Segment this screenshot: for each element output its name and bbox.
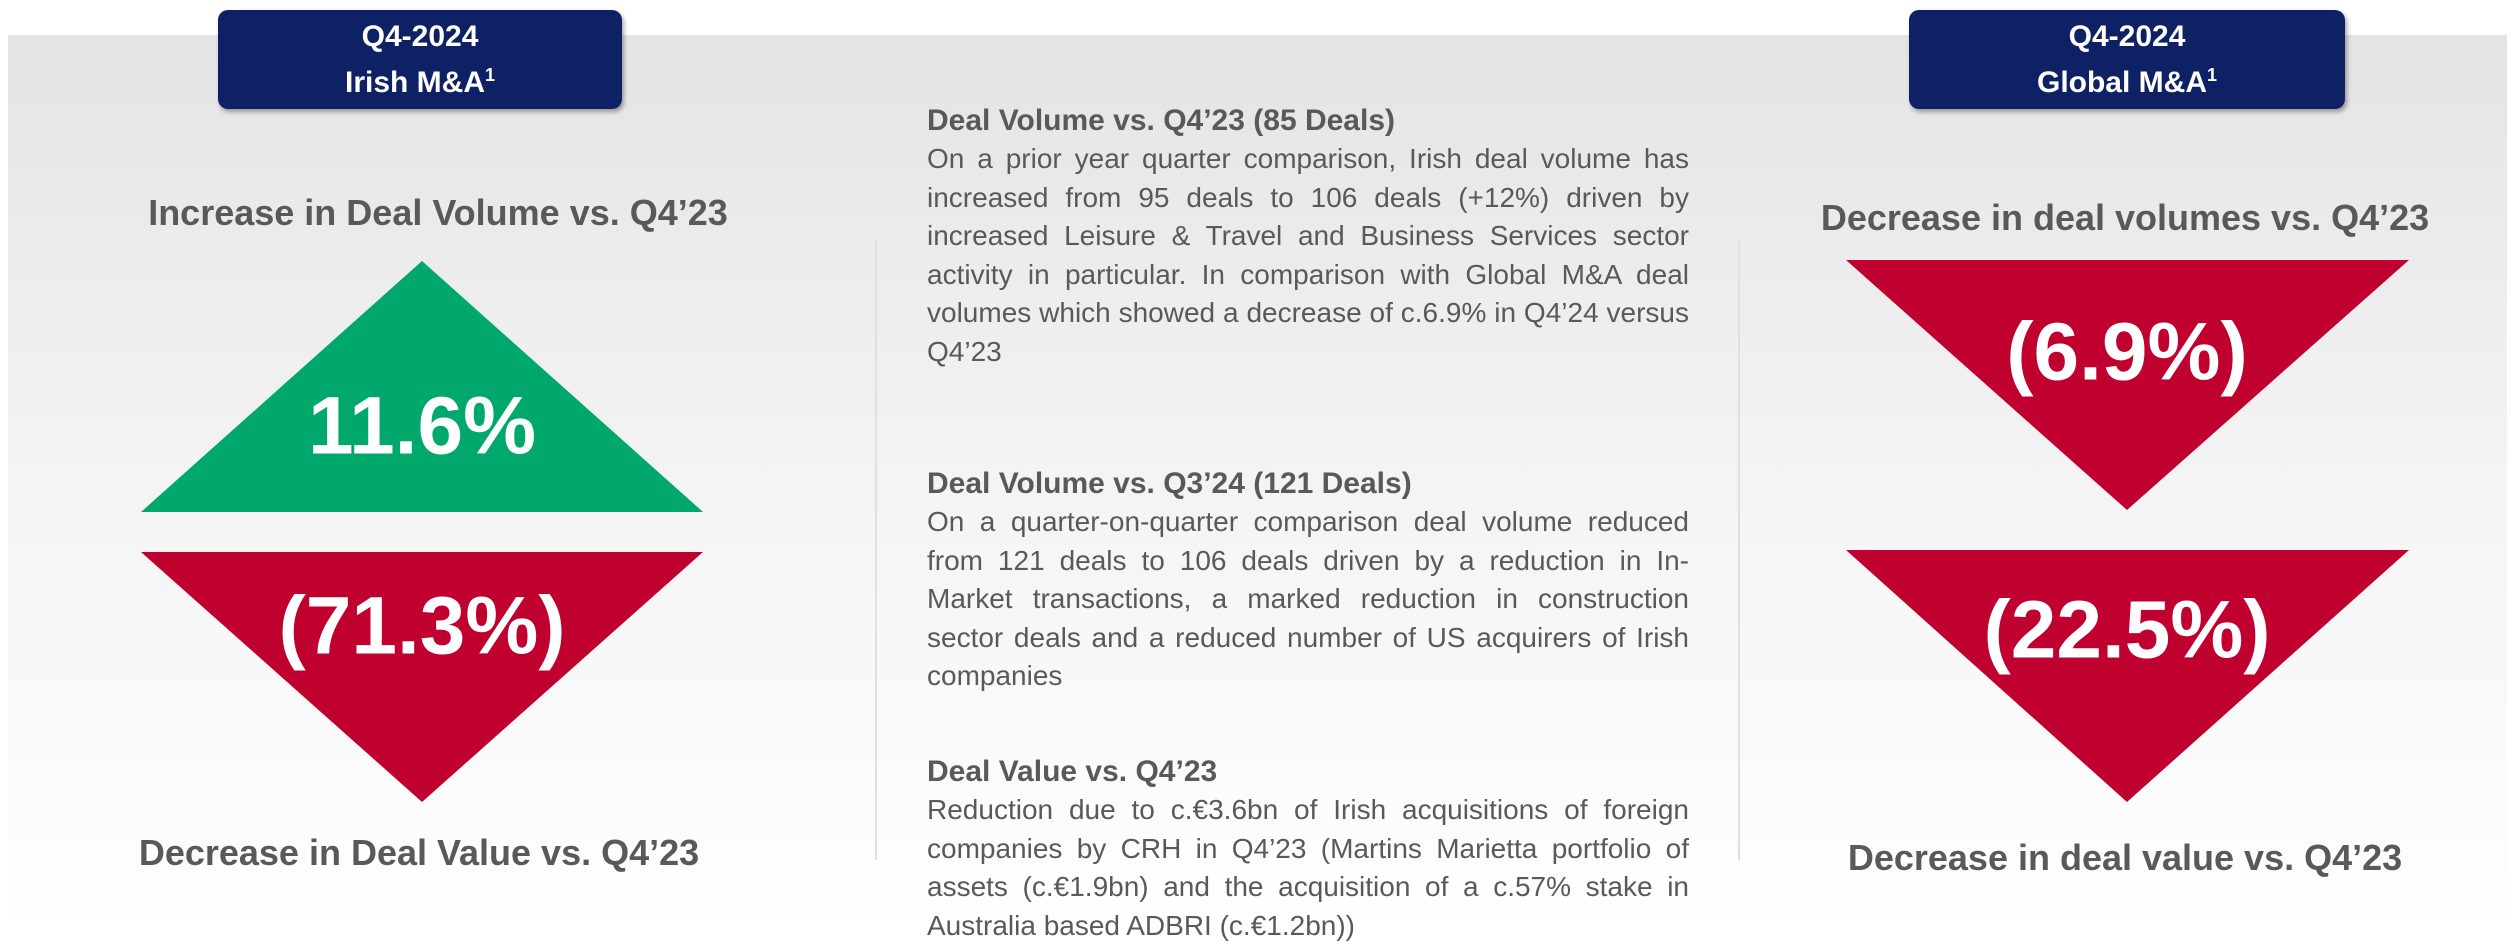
section-body: Reduction due to c.€3.6bn of Irish acqui… <box>927 794 1689 941</box>
value: 11.6% <box>308 381 536 472</box>
section-heading: Deal Value vs. Q4’23 <box>927 755 1218 788</box>
footnote: 1 <box>2206 64 2217 85</box>
left-top-label: Increase in Deal Volume vs. Q4’23 <box>148 192 728 233</box>
divider <box>1738 240 1740 860</box>
header-line: Q4-2024 <box>361 19 479 53</box>
footnote: 1 <box>485 64 496 85</box>
header-line: Irish M&A1 <box>218 56 622 102</box>
header-text: Irish M&A <box>344 65 485 99</box>
left-bottom-label: Decrease in Deal Value vs. Q4’23 <box>138 832 700 873</box>
header-line: Q4-2024 <box>2068 19 2186 53</box>
down-triangle <box>1846 550 2409 802</box>
header-line: Global M&A1 <box>1909 56 2345 102</box>
value: (22.5%) <box>1983 585 2270 676</box>
section: Deal Volume vs. Q4’23 (85 Deals) On a pr… <box>927 102 1689 371</box>
section-body: On a quarter-on-quarter comparison deal … <box>927 506 1689 691</box>
section-heading: Deal Volume vs. Q3’24 (121 Deals) <box>927 467 1412 500</box>
divider <box>875 240 877 860</box>
down-triangle <box>1846 260 2409 510</box>
section-heading: Deal Volume vs. Q4’23 (85 Deals) <box>927 104 1396 137</box>
value: (71.3%) <box>278 581 565 672</box>
right-top-label: Decrease in deal volumes vs. Q4’23 <box>1820 197 2430 238</box>
section-body: On a prior year quarter comparison, Iris… <box>927 143 1689 367</box>
up-triangle <box>141 261 703 512</box>
header-text: Global M&A <box>2036 65 2207 99</box>
left-header: Q4-2024 Irish M&A1 <box>218 10 622 109</box>
down-triangle <box>141 552 703 802</box>
section: Deal Volume vs. Q3’24 (121 Deals) On a q… <box>927 465 1689 696</box>
value: (6.9%) <box>2006 307 2248 398</box>
right-header: Q4-2024 Global M&A1 <box>1909 10 2345 109</box>
section: Deal Value vs. Q4’23 Reduction due to c.… <box>927 753 1689 945</box>
right-bottom-label: Decrease in deal value vs. Q4’23 <box>1847 837 2403 878</box>
